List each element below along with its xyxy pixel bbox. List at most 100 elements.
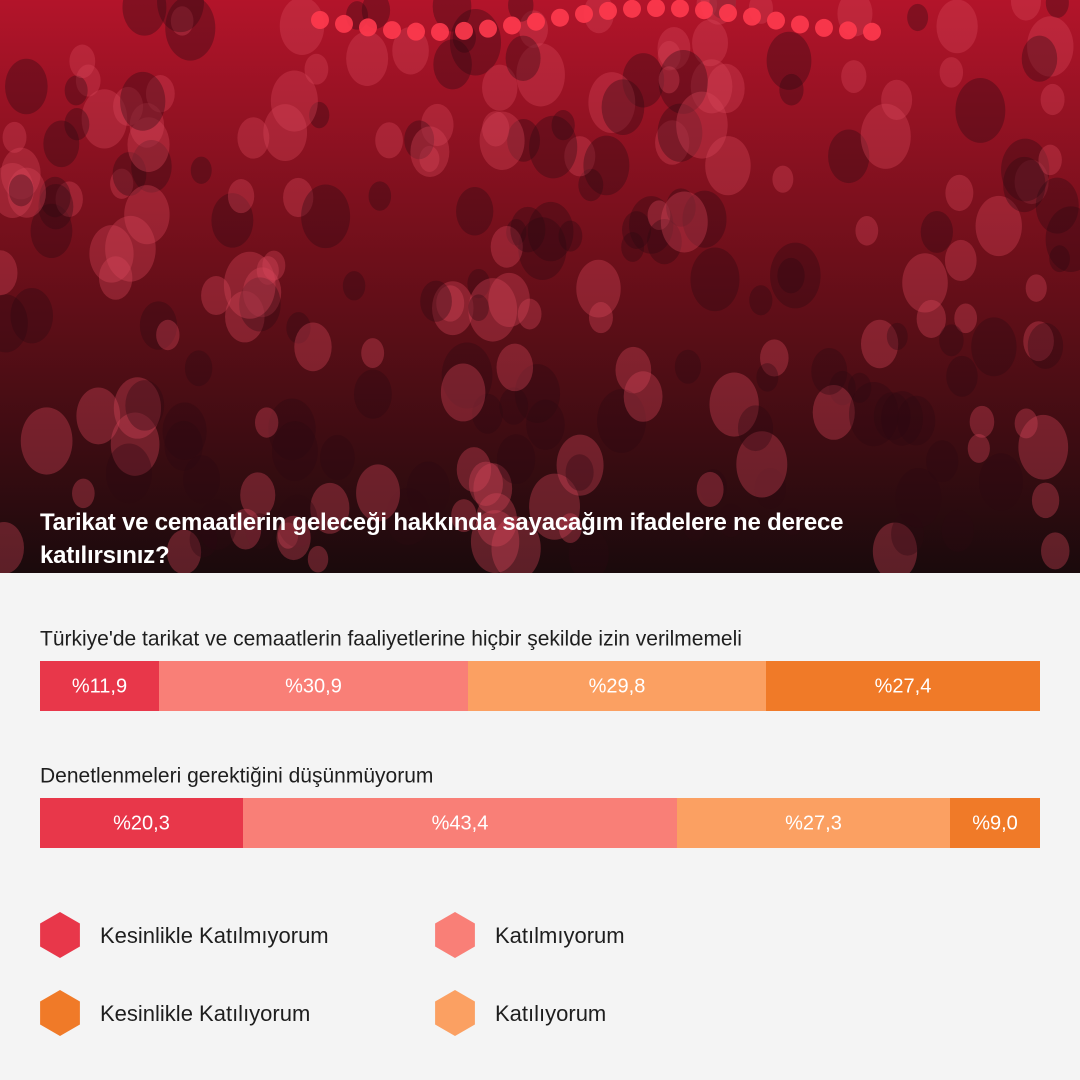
photo-texture-shape [432, 281, 474, 336]
legend-swatch [40, 990, 80, 1036]
photo-texture-shape [106, 443, 152, 504]
photo-light [575, 4, 593, 23]
photo-texture-shape [676, 91, 728, 159]
photo-texture-shape [75, 64, 101, 97]
photo-texture-shape [760, 339, 789, 377]
photo-texture-shape [647, 200, 671, 230]
photo-light [695, 1, 713, 20]
photo-texture-shape [1001, 138, 1050, 202]
photo-texture-shape [165, 0, 216, 61]
photo-texture-shape [975, 195, 1022, 257]
photo-texture-shape [655, 120, 690, 165]
photo-texture-shape [1018, 414, 1069, 480]
photo-texture-shape [505, 35, 541, 82]
photo-texture-shape [410, 126, 450, 177]
photo-texture-shape [105, 215, 156, 282]
photo-texture-shape [526, 399, 565, 450]
photo-texture-shape [706, 63, 745, 114]
photo-texture-shape [304, 53, 329, 85]
photo-texture-shape [920, 210, 953, 253]
photo-light [383, 21, 401, 40]
photo-light [647, 0, 665, 18]
photo-texture-shape [129, 103, 165, 148]
photo-texture-shape [385, 487, 431, 546]
photo-texture-shape [475, 493, 518, 547]
photo-texture-shape [1010, 0, 1042, 21]
photo-texture-shape [375, 122, 403, 159]
legend-swatch [435, 912, 475, 958]
photo-texture-shape [139, 301, 178, 350]
photo-texture-shape [227, 179, 255, 214]
photo-texture-shape [189, 521, 218, 558]
photo-texture-shape [361, 338, 385, 368]
photo-texture-shape [276, 515, 311, 561]
photo-texture-shape [279, 0, 325, 55]
photo-texture-shape [658, 66, 680, 94]
photo-texture-shape [262, 250, 286, 281]
photo-light [359, 18, 377, 37]
value-label: %11,9 [72, 675, 127, 697]
photo-light [839, 21, 857, 40]
photo-texture-shape [110, 412, 160, 476]
photo-texture-shape [211, 193, 254, 248]
photo-light [455, 21, 473, 40]
bar-segment [243, 798, 677, 848]
photo-texture-shape [1023, 321, 1054, 362]
photo-texture-shape [145, 75, 175, 113]
bar-segment [40, 798, 243, 848]
photo-texture-shape [271, 421, 318, 481]
photo-texture-shape [946, 355, 978, 397]
photo-texture-shape [164, 420, 203, 471]
photo-texture-shape [1045, 0, 1069, 18]
photo-texture-shape [895, 467, 942, 528]
photo-texture-shape [170, 6, 194, 36]
photo-texture-shape [440, 363, 486, 422]
photo-texture-shape [468, 278, 518, 342]
photo-texture-shape [64, 108, 90, 141]
value-label: %27,3 [785, 812, 842, 834]
photo-texture-shape [506, 219, 527, 246]
legend-label: Katılmıyorum [495, 923, 625, 948]
photo-texture-shape [1045, 206, 1080, 272]
photo-texture-shape [657, 103, 703, 162]
photo-texture-shape [190, 156, 212, 184]
photo-texture-shape [518, 217, 567, 280]
photo-texture-shape [113, 86, 144, 126]
photo-texture-shape [277, 522, 299, 549]
photo-texture-shape [682, 190, 727, 248]
photo-texture-shape [558, 220, 583, 252]
photo-texture-shape [622, 53, 665, 108]
photo-texture-shape [692, 19, 729, 67]
photo-texture-shape [131, 139, 172, 193]
photo-texture-shape [737, 405, 774, 452]
photo-texture-shape [166, 529, 202, 573]
photo-texture-shape [881, 79, 913, 121]
bar-segment [677, 798, 950, 848]
photo-texture-shape [0, 294, 28, 353]
photo-texture-shape [277, 494, 318, 548]
photo-texture-shape [514, 364, 561, 423]
photo-texture-shape [243, 267, 282, 318]
photo-texture-shape [516, 43, 565, 107]
photo-texture-shape [2, 121, 27, 153]
photo-texture-shape [356, 464, 400, 522]
value-label: %20,3 [113, 812, 170, 834]
value-label: %27,4 [875, 675, 932, 697]
photo-texture-shape [124, 185, 170, 245]
bar-segment [950, 798, 1040, 848]
photo-texture-shape [527, 201, 574, 262]
photo-texture-shape [709, 372, 759, 437]
photo-texture-shape [491, 516, 541, 573]
photo-texture-shape [551, 110, 575, 141]
photo-texture-shape [941, 509, 974, 552]
photo-light [407, 22, 425, 41]
photo-background [0, 0, 1080, 573]
photo-texture-shape [120, 71, 166, 131]
photo-texture-shape [621, 232, 645, 262]
photo-texture-shape [855, 215, 879, 246]
photo-texture-shape [451, 499, 477, 533]
photo-texture-shape [939, 324, 964, 357]
photo-texture-shape [583, 135, 630, 196]
photo-texture-shape [270, 70, 318, 132]
photo-texture-shape [404, 120, 435, 160]
